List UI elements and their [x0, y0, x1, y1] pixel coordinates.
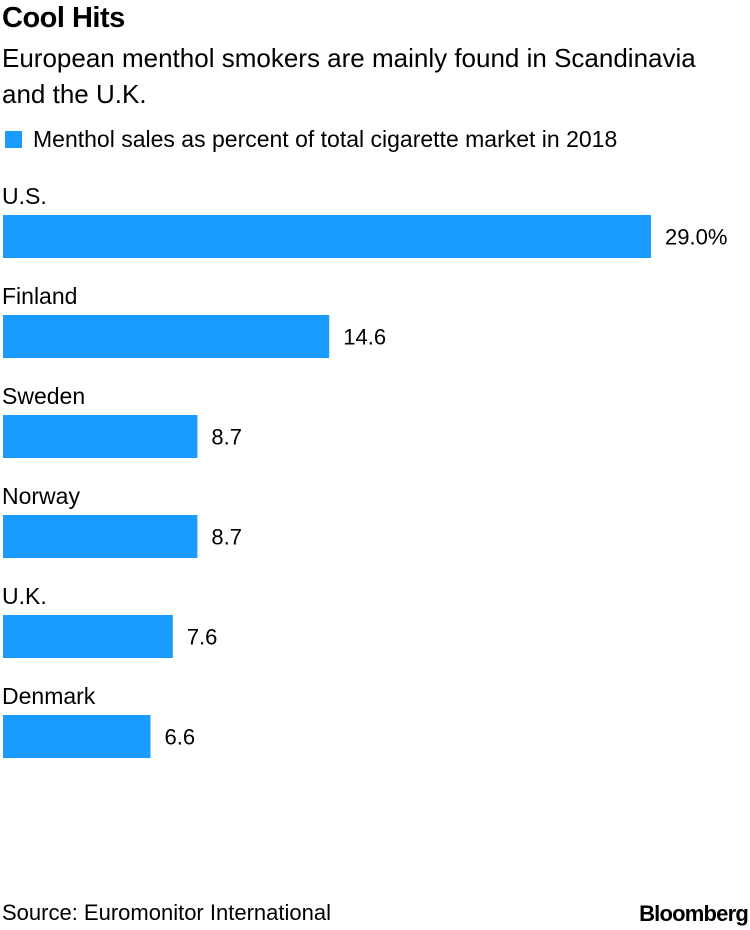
- chart-title: Cool Hits: [2, 2, 125, 34]
- source-note: Source: Euromonitor International: [2, 900, 331, 925]
- value-label: 6.6: [164, 725, 195, 750]
- bar: [3, 415, 198, 458]
- legend-swatch: [5, 130, 22, 148]
- category-label: Sweden: [2, 383, 85, 409]
- category-label: U.S.: [2, 183, 47, 209]
- chart-subtitle: European menthol smokers are mainly foun…: [2, 43, 696, 109]
- value-label: 8.7: [211, 525, 242, 550]
- category-label: Denmark: [2, 683, 96, 709]
- legend: Menthol sales as percent of total cigare…: [5, 124, 617, 154]
- legend-label: Menthol sales as percent of total cigare…: [33, 125, 618, 152]
- value-label: 14.6: [343, 325, 386, 350]
- bar: [3, 515, 198, 558]
- category-label: Norway: [2, 483, 80, 509]
- bloomberg-logo: Bloomberg: [639, 901, 749, 926]
- bar: [3, 315, 330, 358]
- value-label: 7.6: [187, 625, 218, 650]
- bar: [3, 615, 173, 658]
- bar: [3, 215, 651, 258]
- bar: [3, 715, 151, 758]
- bar-chart: U.S. 29.0% Finland 14.6 Sweden 8.7 Norway 8.7 U.…: [2, 183, 727, 758]
- category-label: U.K.: [2, 583, 47, 609]
- value-label: 29.0%: [665, 225, 727, 250]
- value-label: 8.7: [211, 425, 242, 450]
- category-label: Finland: [2, 283, 77, 309]
